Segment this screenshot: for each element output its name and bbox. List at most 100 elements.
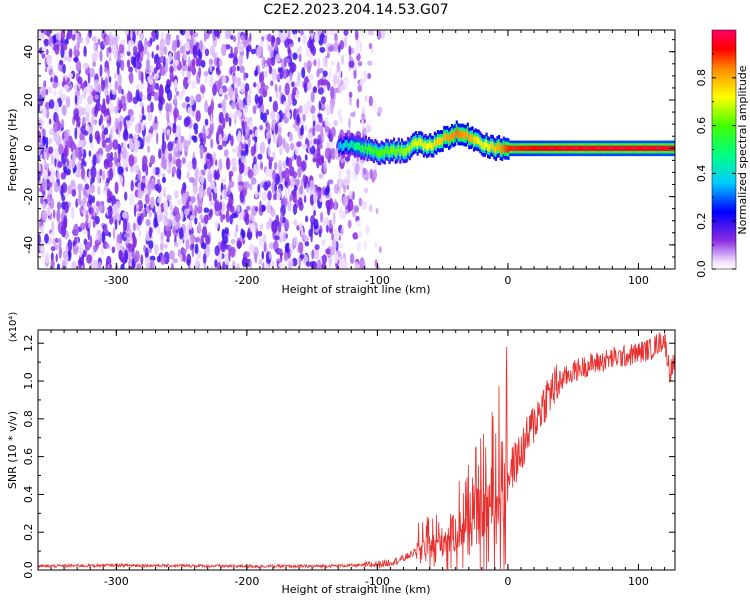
noise-speckle xyxy=(275,53,281,63)
noise-speckle xyxy=(135,83,140,90)
noise-speckle xyxy=(329,30,335,37)
noise-speckle xyxy=(337,168,342,180)
noise-speckle xyxy=(82,62,89,70)
noise-speckle xyxy=(55,237,59,244)
noise-speckle xyxy=(288,166,295,177)
ridge-segment xyxy=(405,147,408,156)
noise-speckle xyxy=(104,184,109,192)
ridge-segment xyxy=(628,145,631,151)
ridge-segment xyxy=(388,149,391,158)
noise-speckle xyxy=(149,37,153,45)
noise-speckle xyxy=(163,186,166,194)
ridge-segment xyxy=(383,149,386,158)
noise-speckle xyxy=(191,80,197,89)
noise-speckle xyxy=(334,198,337,210)
noise-speckle xyxy=(168,152,173,163)
noise-speckle xyxy=(263,241,267,253)
noise-speckle xyxy=(121,257,128,264)
ridge-segment xyxy=(443,132,446,141)
ridge-segment xyxy=(518,145,521,151)
ridge-segment xyxy=(604,145,607,151)
noise-speckle xyxy=(104,34,111,46)
noise-speckle xyxy=(105,137,111,143)
noise-speckle xyxy=(108,46,112,54)
noise-speckle xyxy=(297,71,301,80)
noise-speckle xyxy=(92,220,96,229)
noise-speckle xyxy=(114,219,118,231)
noise-speckle xyxy=(71,34,76,41)
noise-speckle xyxy=(234,230,238,238)
noise-speckle xyxy=(293,108,297,121)
ridge-segment xyxy=(498,142,501,150)
noise-speckle xyxy=(185,239,190,250)
noise-speckle xyxy=(323,160,327,173)
noise-speckle xyxy=(94,94,100,100)
noise-speckle xyxy=(140,139,144,150)
noise-speckle xyxy=(50,76,53,83)
noise-speckle xyxy=(173,79,178,88)
noise-speckle xyxy=(331,232,334,241)
noise-speckle xyxy=(54,100,59,113)
noise-speckle xyxy=(85,34,90,46)
ridge-segment xyxy=(394,149,397,157)
ridge-segment xyxy=(421,139,424,147)
y-tick-label: 1.2 xyxy=(22,334,35,352)
ridge-segment xyxy=(427,142,430,150)
noise-speckle xyxy=(178,227,184,240)
ridge-segment xyxy=(529,145,532,151)
noise-speckle xyxy=(55,32,61,41)
noise-speckle xyxy=(209,179,215,190)
ridge-segment xyxy=(408,145,411,154)
noise-speckle xyxy=(295,178,300,187)
noise-speckle xyxy=(111,44,118,53)
noise-speckle xyxy=(38,233,41,245)
noise-speckle xyxy=(82,116,86,126)
noise-speckle xyxy=(76,125,82,135)
snr-frame xyxy=(37,329,676,571)
noise-speckle xyxy=(77,197,82,206)
noise-speckle xyxy=(306,60,312,70)
noise-speckle xyxy=(292,203,298,216)
noise-speckle xyxy=(102,98,106,106)
noise-speckle xyxy=(71,155,76,169)
ridge-segment xyxy=(350,139,353,148)
noise-speckle xyxy=(40,196,44,205)
noise-speckle xyxy=(115,34,118,46)
noise-speckle xyxy=(325,248,332,255)
colorbar: 0.0 0.2 0.4 0.6 0.8 Normalized spectral ampl… xyxy=(695,29,749,278)
noise-speckle xyxy=(290,142,295,151)
noise-speckle xyxy=(312,119,316,127)
ridge-segment xyxy=(418,138,421,146)
noise-speckle xyxy=(319,46,326,53)
noise-speckle xyxy=(309,140,313,148)
noise-speckle xyxy=(216,168,220,181)
ridge-segment xyxy=(620,145,623,151)
noise-speckle xyxy=(272,221,276,235)
noise-speckle xyxy=(153,67,158,75)
ridge-segment xyxy=(534,145,537,151)
noise-speckle xyxy=(248,129,253,135)
noise-speckle xyxy=(237,77,241,87)
noise-speckle xyxy=(165,211,169,219)
noise-speckle xyxy=(221,139,228,147)
noise-speckle xyxy=(104,223,108,235)
noise-speckle xyxy=(293,219,298,227)
noise-speckle xyxy=(134,250,140,263)
noise-speckle xyxy=(333,183,340,195)
noise-speckle xyxy=(207,168,212,175)
noise-speckle xyxy=(192,32,199,38)
ridge-segment xyxy=(519,145,523,151)
noise-speckle xyxy=(43,152,48,160)
noise-speckle xyxy=(364,95,368,102)
noise-speckle xyxy=(88,150,92,157)
noise-speckle xyxy=(264,63,268,68)
ridge-segment xyxy=(648,145,651,151)
noise-speckle xyxy=(104,76,109,89)
noise-speckle xyxy=(371,99,378,112)
noise-speckle xyxy=(302,231,306,238)
noise-speckle xyxy=(205,250,210,257)
ridge-segment xyxy=(411,140,414,149)
noise-speckle xyxy=(150,180,156,190)
noise-speckle xyxy=(171,166,177,175)
ridge-segment xyxy=(352,141,355,149)
